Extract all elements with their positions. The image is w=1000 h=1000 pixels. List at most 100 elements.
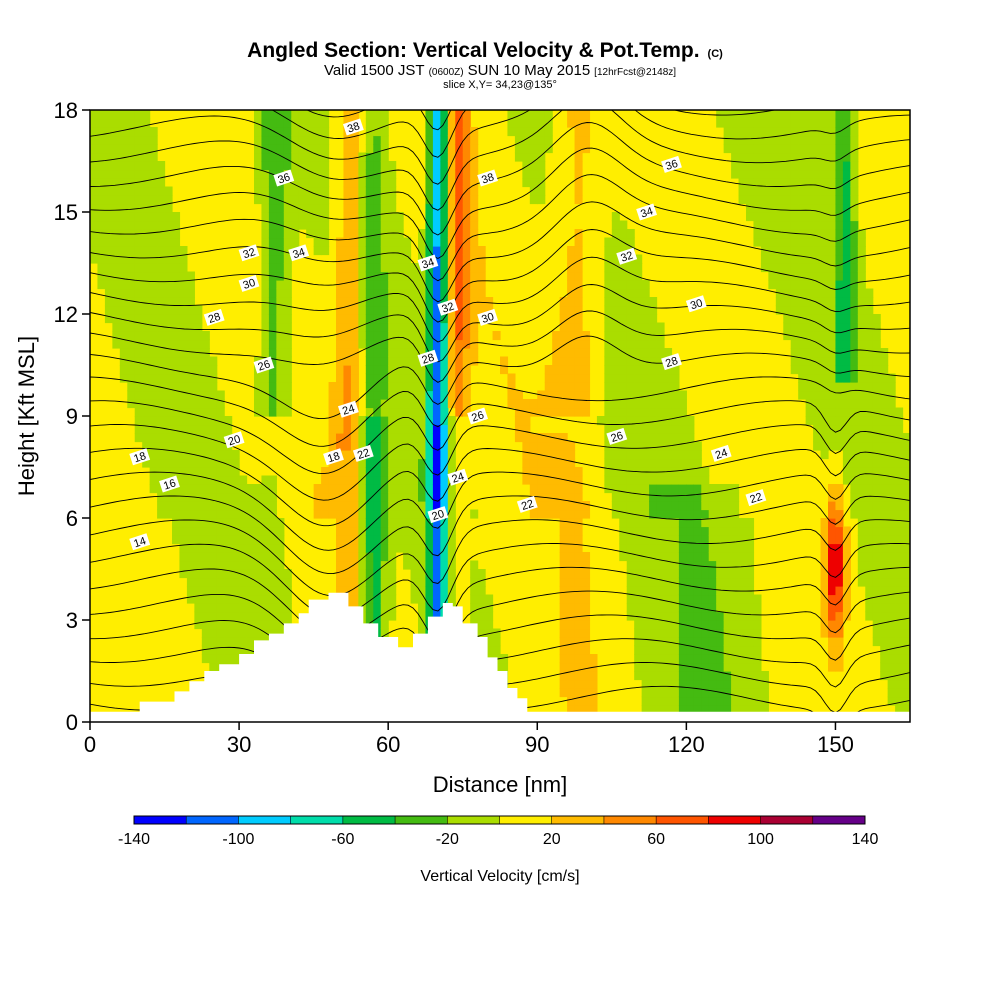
- velocity-cell: [828, 152, 837, 162]
- velocity-cell: [813, 331, 822, 341]
- velocity-cell: [455, 322, 464, 332]
- velocity-cell: [760, 229, 769, 239]
- velocity-cell: [425, 178, 434, 188]
- velocity-cell: [760, 220, 769, 230]
- velocity-cell: [477, 603, 486, 613]
- velocity-cell: [142, 212, 151, 222]
- velocity-cell: [641, 586, 650, 596]
- velocity-cell: [97, 246, 106, 256]
- velocity-cell: [835, 535, 844, 545]
- velocity-cell: [418, 288, 427, 298]
- velocity-cell: [350, 441, 359, 451]
- velocity-cell: [373, 433, 382, 443]
- colorbar-swatch: [760, 816, 814, 824]
- velocity-cell: [835, 577, 844, 587]
- velocity-cell: [887, 637, 896, 647]
- velocity-cell: [462, 314, 471, 324]
- velocity-cell: [671, 543, 680, 553]
- velocity-cell: [574, 688, 583, 698]
- velocity-cell: [142, 203, 151, 213]
- velocity-cell: [410, 288, 419, 298]
- velocity-cell: [276, 356, 285, 366]
- velocity-cell: [440, 178, 449, 188]
- velocity-cell: [880, 594, 889, 604]
- velocity-cell: [373, 577, 382, 587]
- velocity-cell: [157, 399, 166, 409]
- velocity-cell: [522, 152, 531, 162]
- velocity-cell: [693, 654, 702, 664]
- velocity-cell: [216, 603, 225, 613]
- velocity-cell: [164, 399, 173, 409]
- velocity-cell: [574, 152, 583, 162]
- velocity-cell: [410, 518, 419, 528]
- theta-contour-label-bg: [417, 349, 439, 367]
- velocity-cell: [634, 390, 643, 400]
- velocity-cell: [194, 441, 203, 451]
- velocity-cell: [611, 509, 620, 519]
- velocity-cell: [276, 331, 285, 341]
- velocity-cell: [343, 280, 352, 290]
- velocity-cell: [425, 280, 434, 290]
- velocity-cell: [440, 220, 449, 230]
- velocity-cell: [850, 127, 859, 137]
- velocity-cell: [529, 467, 538, 477]
- velocity-cell: [798, 365, 807, 375]
- velocity-cell: [805, 212, 814, 222]
- velocity-cell: [619, 229, 628, 239]
- velocity-cell: [664, 679, 673, 689]
- velocity-cell: [179, 271, 188, 281]
- velocity-cell: [574, 569, 583, 579]
- velocity-cell: [388, 195, 397, 205]
- velocity-cell: [350, 280, 359, 290]
- velocity-cell: [321, 501, 330, 511]
- velocity-cell: [261, 620, 270, 630]
- velocity-cell: [112, 246, 121, 256]
- velocity-cell: [343, 416, 352, 426]
- velocity-cell: [701, 628, 710, 638]
- velocity-cell: [90, 203, 99, 213]
- velocity-cell: [544, 365, 553, 375]
- velocity-cell: [179, 475, 188, 485]
- velocity-cell: [186, 552, 195, 562]
- velocity-cell: [813, 390, 822, 400]
- velocity-cell: [455, 178, 464, 188]
- velocity-cell: [261, 518, 270, 528]
- velocity-cell: [805, 135, 814, 145]
- velocity-cell: [395, 246, 404, 256]
- velocity-cell: [828, 594, 837, 604]
- theta-contour-label-text: 20: [431, 508, 446, 523]
- velocity-cell: [805, 390, 814, 400]
- velocity-cell: [813, 212, 822, 222]
- velocity-cell: [425, 305, 434, 315]
- velocity-cell: [358, 322, 367, 332]
- velocity-cell: [418, 492, 427, 502]
- velocity-cell: [336, 263, 345, 273]
- velocity-cell: [850, 178, 859, 188]
- velocity-cell: [708, 696, 717, 706]
- velocity-cell: [708, 671, 717, 681]
- velocity-cell: [850, 229, 859, 239]
- velocity-cell: [224, 492, 233, 502]
- velocity-cell: [425, 535, 434, 545]
- velocity-cell: [850, 331, 859, 341]
- velocity-cell: [820, 560, 829, 570]
- velocity-cell: [798, 263, 807, 273]
- velocity-cell: [567, 484, 576, 494]
- velocity-cell: [813, 288, 822, 298]
- velocity-cell: [902, 594, 910, 604]
- velocity-cell: [716, 662, 725, 672]
- velocity-cell: [209, 535, 218, 545]
- velocity-cell: [716, 110, 725, 120]
- velocity-cell: [842, 118, 851, 128]
- velocity-cell: [626, 416, 635, 426]
- velocity-cell: [574, 297, 583, 307]
- velocity-cell: [268, 552, 277, 562]
- velocity-cell: [403, 237, 412, 247]
- velocity-cell: [432, 365, 441, 375]
- theta-contour-label-text: 24: [450, 471, 465, 486]
- velocity-cell: [201, 569, 210, 579]
- velocity-cell: [895, 433, 904, 443]
- velocity-cell: [172, 526, 181, 536]
- velocity-cell: [902, 484, 910, 494]
- velocity-cell: [574, 467, 583, 477]
